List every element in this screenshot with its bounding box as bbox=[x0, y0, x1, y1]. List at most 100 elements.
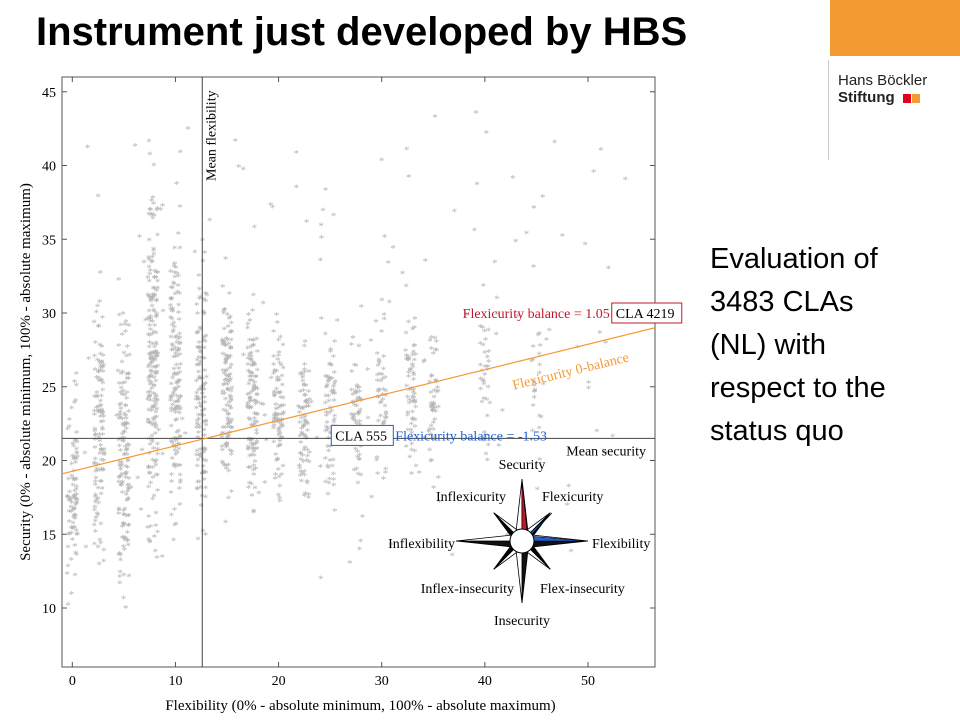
data-point: * bbox=[74, 526, 80, 538]
data-point: * bbox=[75, 452, 81, 464]
data-point: * bbox=[149, 257, 155, 269]
data-point: * bbox=[154, 296, 160, 308]
data-point: * bbox=[222, 389, 228, 401]
data-point: * bbox=[374, 456, 380, 468]
data-point: * bbox=[433, 376, 439, 388]
data-point: * bbox=[150, 283, 156, 295]
data-point: * bbox=[301, 420, 307, 432]
data-point: * bbox=[349, 367, 355, 379]
data-point: * bbox=[246, 483, 252, 495]
data-point: * bbox=[176, 345, 182, 357]
data-point: * bbox=[97, 359, 103, 371]
data-point: * bbox=[464, 310, 470, 322]
data-point: * bbox=[276, 430, 282, 442]
data-point: * bbox=[279, 420, 285, 432]
data-point: * bbox=[225, 375, 231, 387]
data-point: * bbox=[225, 322, 231, 334]
data-point: * bbox=[92, 443, 98, 455]
data-point: * bbox=[92, 540, 98, 552]
data-point: * bbox=[354, 381, 360, 393]
data-point: * bbox=[202, 366, 208, 378]
data-point: * bbox=[328, 374, 334, 386]
data-point: * bbox=[272, 367, 278, 379]
data-point: * bbox=[354, 401, 360, 413]
data-point: * bbox=[175, 346, 181, 358]
data-point: * bbox=[279, 470, 285, 482]
data-point: * bbox=[198, 357, 204, 369]
data-point: * bbox=[101, 445, 107, 457]
data-point: * bbox=[537, 411, 543, 423]
data-point: * bbox=[198, 453, 204, 465]
data-point: * bbox=[301, 381, 307, 393]
data-point: * bbox=[74, 438, 80, 450]
data-point: * bbox=[354, 464, 360, 476]
data-point: * bbox=[245, 400, 251, 412]
data-point: * bbox=[92, 431, 98, 443]
data-point: * bbox=[383, 468, 389, 480]
data-point: * bbox=[219, 446, 225, 458]
data-point: * bbox=[154, 268, 160, 280]
data-point: * bbox=[195, 485, 201, 497]
data-point: * bbox=[91, 317, 97, 329]
data-point: * bbox=[201, 354, 207, 366]
data-point: * bbox=[71, 455, 77, 467]
data-point: * bbox=[220, 459, 226, 471]
data-point: * bbox=[198, 411, 204, 423]
data-point: * bbox=[478, 361, 484, 373]
data-point: * bbox=[150, 495, 156, 507]
data-point: * bbox=[323, 330, 329, 342]
data-point: * bbox=[195, 410, 201, 422]
data-point: * bbox=[251, 359, 257, 371]
data-point: * bbox=[483, 128, 489, 140]
data-point: * bbox=[280, 461, 286, 473]
data-point: * bbox=[170, 278, 176, 290]
data-point: * bbox=[331, 470, 337, 482]
data-point: * bbox=[204, 291, 210, 303]
data-point: * bbox=[326, 391, 332, 403]
data-point: * bbox=[72, 541, 78, 553]
data-point: * bbox=[178, 360, 184, 372]
data-point: * bbox=[171, 371, 177, 383]
data-point: * bbox=[350, 397, 356, 409]
data-point: * bbox=[472, 226, 478, 238]
data-point: * bbox=[405, 411, 411, 423]
data-point: * bbox=[118, 446, 124, 458]
data-point: * bbox=[327, 442, 333, 454]
data-point: * bbox=[228, 393, 234, 405]
data-point: * bbox=[147, 392, 153, 404]
data-point: * bbox=[325, 423, 331, 435]
data-point: * bbox=[404, 145, 410, 157]
data-point: * bbox=[246, 380, 252, 392]
data-point: * bbox=[430, 407, 436, 419]
data-point: * bbox=[421, 357, 427, 369]
data-point: * bbox=[220, 282, 226, 294]
data-point: * bbox=[69, 459, 75, 471]
data-point: * bbox=[154, 553, 160, 565]
data-point: * bbox=[198, 402, 204, 414]
data-point: * bbox=[355, 452, 361, 464]
data-point: * bbox=[251, 466, 257, 478]
data-point: * bbox=[531, 262, 537, 274]
data-point: * bbox=[224, 401, 230, 413]
data-point: * bbox=[407, 453, 413, 465]
data-point: * bbox=[117, 458, 123, 470]
data-point: * bbox=[331, 387, 337, 399]
data-point: * bbox=[171, 390, 177, 402]
data-point: * bbox=[169, 321, 175, 333]
data-point: * bbox=[151, 381, 157, 393]
data-point: * bbox=[275, 455, 281, 467]
data-point: * bbox=[494, 309, 500, 321]
data-point: * bbox=[123, 414, 129, 426]
data-point: * bbox=[411, 375, 417, 387]
data-point: * bbox=[155, 362, 161, 374]
data-point: * bbox=[65, 561, 71, 573]
data-point: * bbox=[123, 490, 129, 502]
data-point: * bbox=[100, 351, 106, 363]
data-point: * bbox=[198, 384, 204, 396]
data-point: * bbox=[67, 487, 73, 499]
data-point: * bbox=[531, 393, 537, 405]
data-point: * bbox=[147, 266, 153, 278]
data-point: * bbox=[194, 361, 200, 373]
data-point: * bbox=[224, 366, 230, 378]
data-point: * bbox=[452, 206, 458, 218]
